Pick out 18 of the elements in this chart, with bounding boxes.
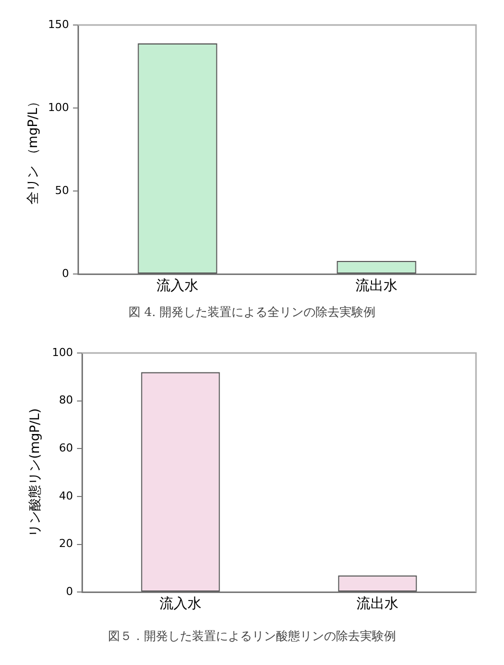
y-tick-label: 20 bbox=[59, 537, 73, 550]
y-tick-label: 50 bbox=[55, 184, 69, 197]
y-axis-title: 全リン （mgP/L） bbox=[26, 94, 42, 204]
caption: 図５．開発した装置によるリン酸態リンの除去実験例 bbox=[107, 628, 397, 645]
y-tick-label: 60 bbox=[59, 442, 73, 455]
y-tick-label: 40 bbox=[59, 489, 73, 502]
caption: 図 4. 開発した装置による全リンの除去実験例 bbox=[127, 304, 377, 321]
y-tick-label: 100 bbox=[48, 100, 69, 114]
y-tick-label: 0 bbox=[62, 267, 69, 280]
y-axis-title: リン酸態リン(mgP/L) bbox=[28, 408, 44, 537]
x-tick-label: 流入水 bbox=[160, 596, 202, 612]
y-tick-label: 80 bbox=[59, 394, 73, 407]
x-tick-label: 流入水 bbox=[156, 278, 198, 294]
x-tick-label: 流出水 bbox=[356, 278, 398, 294]
y-tick-label: 150 bbox=[48, 18, 69, 31]
y-tick-label: 100 bbox=[52, 346, 73, 359]
y-tick-label: 0 bbox=[66, 585, 73, 598]
x-tick-label: 流出水 bbox=[356, 596, 398, 612]
